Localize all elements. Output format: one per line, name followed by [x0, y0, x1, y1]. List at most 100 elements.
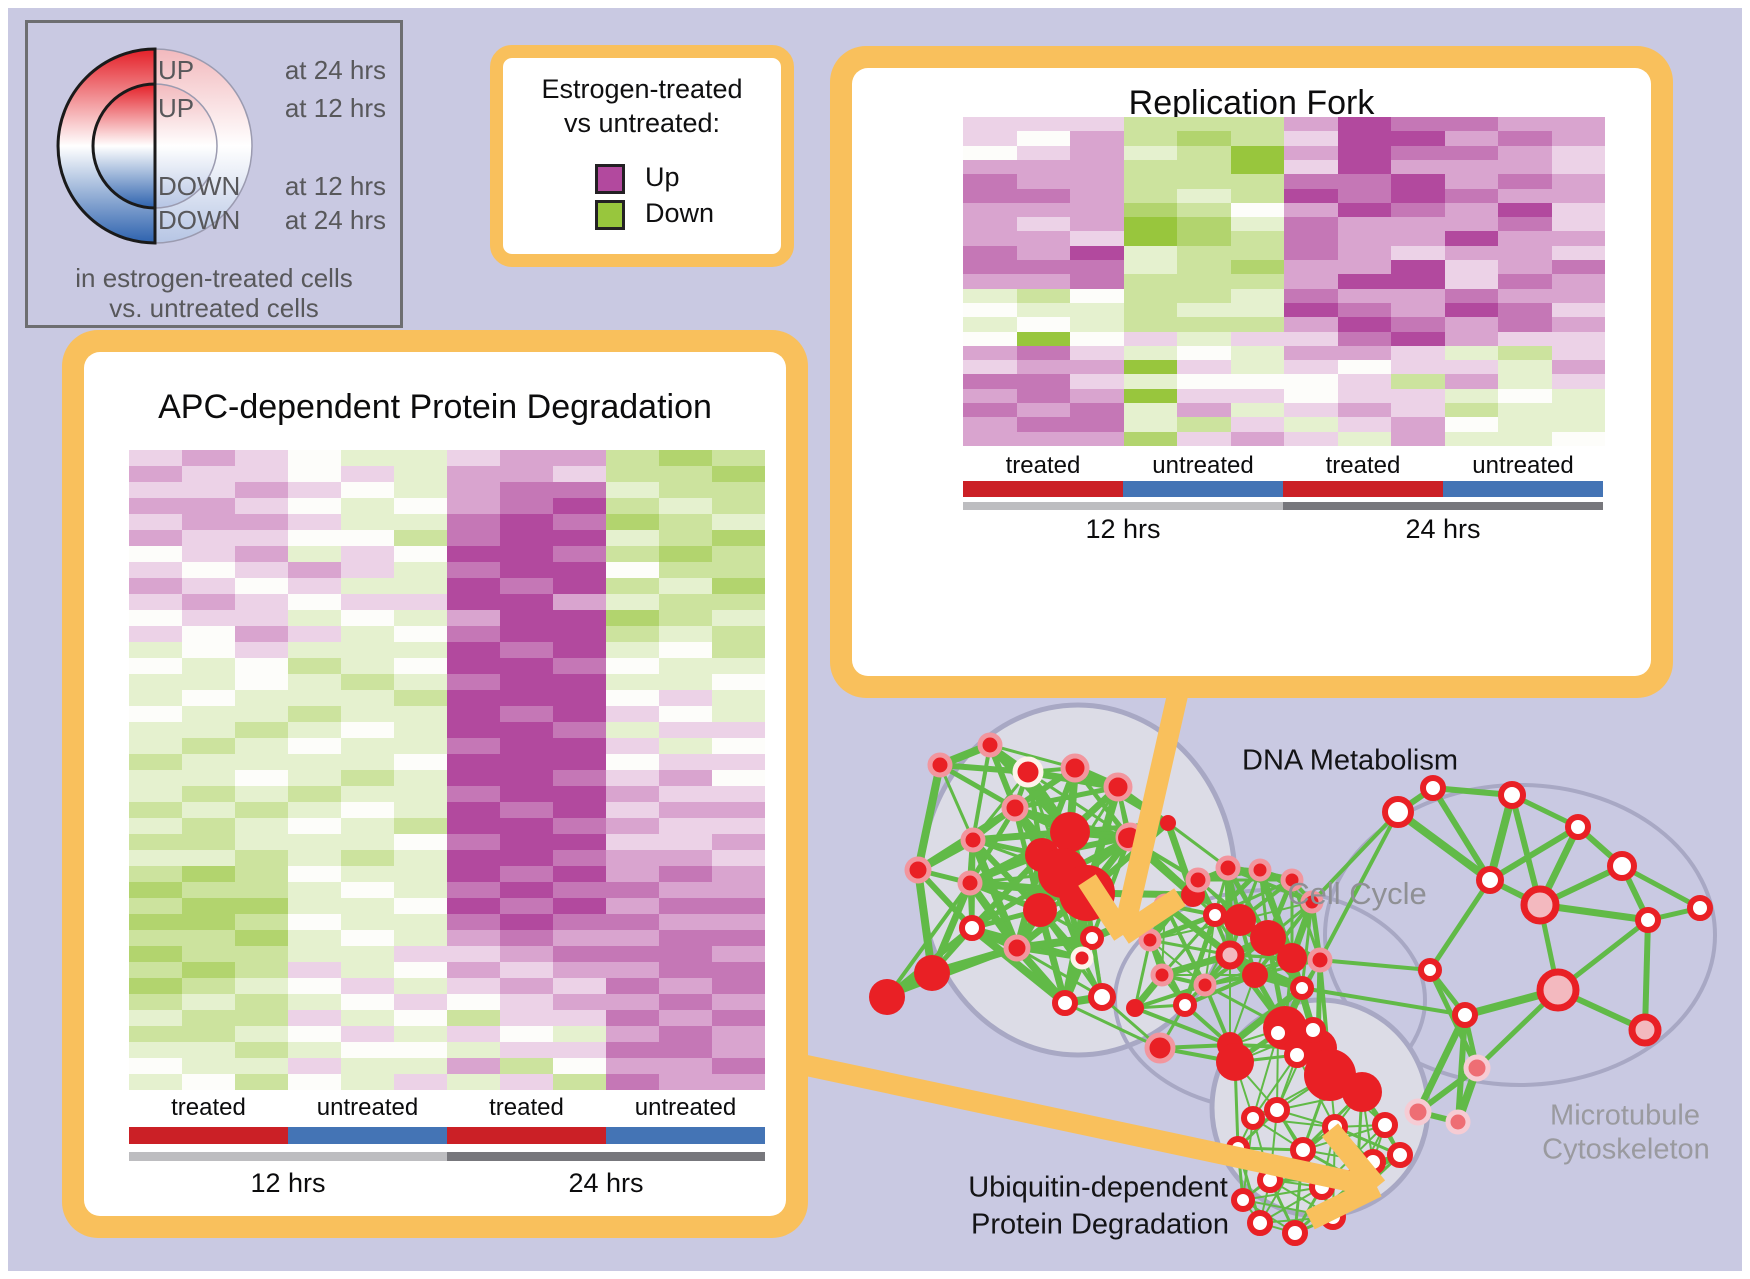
heatmap-cell [1284, 345, 1338, 361]
heatmap-cell [235, 498, 288, 514]
heatmap-cell [659, 754, 712, 770]
heatmap-cell [659, 994, 712, 1010]
heatmap-cell [606, 690, 659, 706]
heatmap-cell [500, 530, 553, 546]
network-edge [1160, 914, 1217, 976]
heatmap-cell [1391, 374, 1445, 389]
network-edge [1486, 793, 1516, 882]
heatmap-cell [1123, 374, 1177, 389]
heatmap-cell [288, 754, 341, 770]
heatmap-cell [394, 482, 447, 498]
gene-node-whitering [1052, 990, 1078, 1016]
heatmap-cell [1016, 245, 1070, 261]
heatmap-cell [288, 722, 341, 738]
heatmap-cell [553, 546, 606, 562]
heatmap-cell [712, 1042, 765, 1058]
heatmap-cell [553, 658, 606, 674]
heatmap-cell [341, 1042, 394, 1058]
heatmap-cell [1123, 202, 1177, 218]
heatmap-cell [1177, 360, 1231, 375]
heatmap-cell [288, 818, 341, 834]
heatmap-cell [182, 514, 235, 530]
heatmap-cell [129, 978, 182, 994]
heatmap-cell [129, 546, 182, 562]
heatmap-cell [606, 450, 659, 466]
heatmap-cell [1016, 231, 1070, 246]
heatmap-cell [1391, 331, 1445, 346]
heatmap-cell [288, 1042, 341, 1058]
heatmap-cell [1177, 345, 1231, 361]
heatmap-cell [712, 706, 765, 722]
time-bar-segment [963, 502, 1283, 510]
treatment-bar-segment [129, 1127, 288, 1144]
heatmap-cell [1123, 345, 1177, 361]
heatmap-cell [235, 1026, 288, 1042]
heatmap-cell [1230, 388, 1284, 404]
heatmap-cell [712, 802, 765, 818]
heatmap-cell [288, 482, 341, 498]
heatmap-cell [659, 594, 712, 610]
heatmap-cell [553, 786, 606, 802]
heatmap-cell [288, 674, 341, 690]
heatmap-cell [500, 1010, 553, 1026]
heatmap-cell [288, 834, 341, 850]
heatmap-cell [447, 482, 500, 498]
heatmap-cell [1444, 217, 1498, 232]
heatmap-cell [1284, 360, 1338, 375]
heatmap-cell [500, 562, 553, 578]
heatmap-cell [447, 498, 500, 514]
heatmap-cell [963, 417, 1017, 432]
heatmap-cell [659, 562, 712, 578]
heatmap-cell [553, 610, 606, 626]
heatmap-cell [235, 530, 288, 546]
heatmap-cell [341, 690, 394, 706]
heatmap-cell [606, 738, 659, 754]
gene-node-pinkring [1215, 855, 1241, 881]
heatmap-cell [341, 498, 394, 514]
heatmap-cell [659, 1042, 712, 1058]
heatmap-cell [500, 1058, 553, 1074]
heatmap-cell [447, 850, 500, 866]
treatment-bar-segment [1443, 481, 1603, 497]
heatmap-cell [129, 658, 182, 674]
gene-node-whitering [1203, 903, 1227, 927]
heatmap-cell [1391, 174, 1445, 189]
heatmap-cell [659, 866, 712, 882]
heatmap-cell [288, 770, 341, 786]
heatmap-cell [341, 626, 394, 642]
heatmap-cell [288, 514, 341, 530]
ring-legend-caption-1: in estrogen-treated cells [75, 263, 353, 293]
heatmap-cell [1284, 417, 1338, 432]
heatmap-cell [500, 578, 553, 594]
heatmap-cell [1070, 403, 1124, 418]
heatmap-cell [1391, 274, 1445, 289]
heatmap-cell [341, 530, 394, 546]
network-edge [1133, 939, 1152, 1009]
heatmap-cell [1444, 145, 1498, 160]
heatmap-cell [341, 1074, 394, 1090]
heatmap-cell [606, 882, 659, 898]
treatment-bar-segment [1283, 481, 1443, 497]
gene-node-whitering [1498, 781, 1526, 809]
heatmap-cell [1391, 317, 1445, 332]
heatmap-cell [1230, 302, 1284, 318]
heatmap-cell [963, 117, 1017, 132]
heatmap-cell [1444, 374, 1498, 389]
heatmap-cell [1337, 317, 1391, 332]
heatmap-cell [1337, 202, 1391, 218]
heatmap-cell [1177, 202, 1231, 218]
heatmap-cell [553, 818, 606, 834]
rf-heatmap [963, 117, 1605, 446]
network-edge-bridge [885, 881, 972, 999]
heatmap-cell [500, 466, 553, 482]
heatmap-cell [1498, 131, 1552, 146]
heatmap-cell [500, 866, 553, 882]
heatmap-cell [288, 706, 341, 722]
heatmap-cell [447, 834, 500, 850]
heatmap-cell [1016, 360, 1070, 375]
heatmap-cell [182, 946, 235, 962]
heatmap-cell [1123, 260, 1177, 275]
heatmap-cell [1498, 159, 1552, 175]
heatmap-cell [129, 898, 182, 914]
